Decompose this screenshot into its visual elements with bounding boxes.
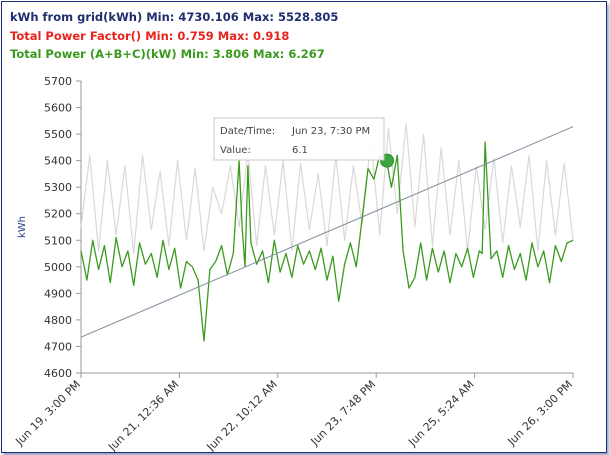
- y-tick-label: 5200: [44, 208, 72, 221]
- x-tick-label: Jun 21, 12:36 AM: [105, 378, 181, 454]
- series-total-power-line: [80, 141, 574, 342]
- legend-total-power: Total Power (A+B+C)(kW) Min: 3.806 Max: …: [10, 47, 325, 61]
- y-tick-label: 5100: [44, 234, 72, 247]
- y-axis-label: kWh: [17, 216, 28, 238]
- legend-kwh-from-grid: kWh from grid(kWh) Min: 4730.106 Max: 55…: [10, 10, 339, 24]
- x-tick-label: Jun 26, 3:00 PM: [504, 378, 575, 449]
- x-tick-label: Jun 22, 10:12 AM: [204, 378, 280, 454]
- tooltip-date-value: Jun 23, 7:30 PM: [291, 126, 370, 137]
- legend-total-power-factor: Total Power Factor() Min: 0.759 Max: 0.9…: [10, 29, 290, 43]
- y-tick-label: 5300: [44, 181, 72, 194]
- series-total-power-factor-line: [80, 122, 574, 255]
- tooltip-box: [213, 117, 385, 161]
- y-tick-label: 5700: [44, 75, 72, 88]
- x-tick-label: Jun 25, 5:24 AM: [405, 378, 476, 449]
- y-tick-label: 4700: [44, 340, 72, 353]
- series-kwh-trend-line: [80, 126, 574, 338]
- tooltip-date-label: Date/Time:: [220, 126, 275, 137]
- y-tick-label: 5500: [44, 128, 72, 141]
- y-tick-label: 5000: [44, 261, 72, 274]
- y-tick-label: 5400: [44, 155, 72, 168]
- y-tick-label: 4600: [44, 367, 72, 380]
- tooltip-value-label: Value:: [220, 145, 251, 156]
- y-tick-label: 5600: [44, 102, 72, 115]
- x-tick-label: Jun 19, 3:00 PM: [12, 378, 83, 449]
- y-tick-label: 4900: [44, 287, 72, 300]
- x-tick-label: Jun 23, 7:48 PM: [308, 378, 379, 449]
- y-tick-label: 4800: [44, 314, 72, 327]
- tooltip-value: 6.1: [292, 145, 308, 156]
